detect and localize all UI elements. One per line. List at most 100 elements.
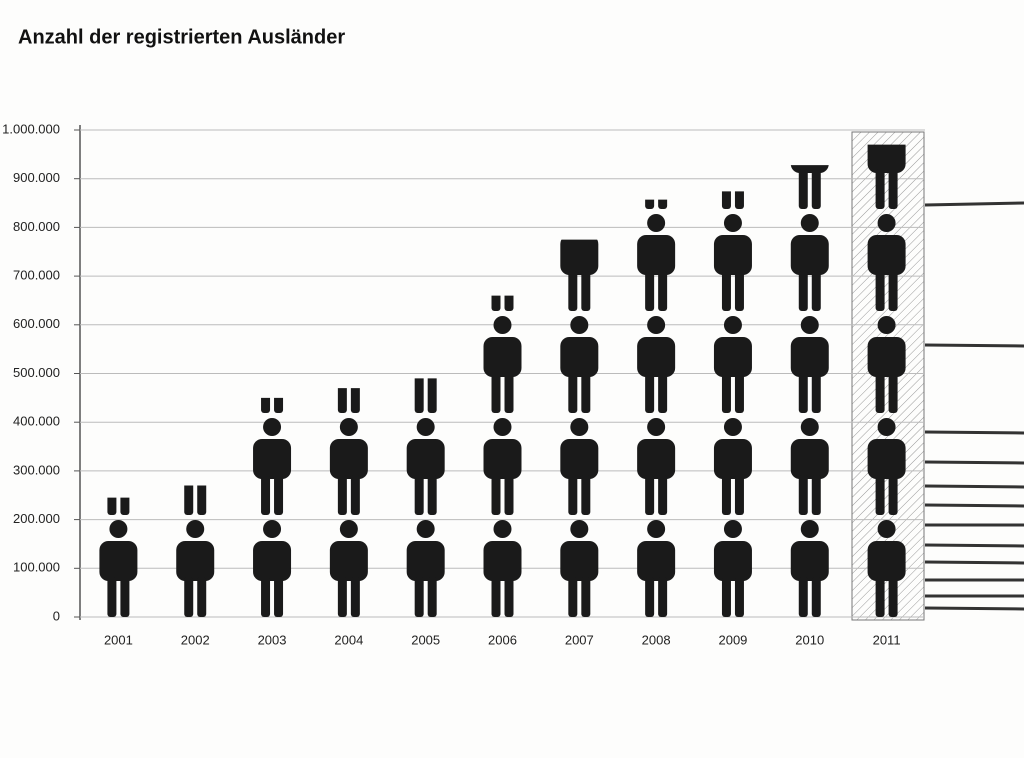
person-head [339, 418, 358, 436]
person-leg [888, 271, 898, 311]
person-leg [658, 67, 667, 107]
bar [99, 337, 138, 617]
person-body [790, 165, 829, 173]
person-leg [658, 475, 668, 515]
person-leg [875, 577, 885, 617]
person-leg [735, 67, 744, 107]
person-body [791, 31, 829, 71]
person-leg [798, 475, 808, 515]
person-leg [658, 199, 668, 209]
person-leg [645, 475, 655, 515]
person-body [99, 337, 137, 377]
person-body [637, 31, 675, 71]
person-body [867, 144, 906, 173]
person-body [867, 235, 906, 275]
person-body [407, 337, 445, 377]
x-tick-label: 2002 [181, 632, 210, 647]
person-leg [107, 497, 117, 515]
person-leg [811, 577, 821, 617]
person-head [800, 520, 819, 538]
person-body [253, 337, 291, 377]
bar [790, 31, 829, 617]
person-body [637, 337, 676, 377]
person-leg [337, 388, 347, 413]
person-leg [568, 373, 578, 413]
bar [483, 112, 522, 617]
person-body [560, 439, 599, 479]
person-leg [645, 271, 655, 311]
person-head [724, 112, 742, 130]
person-head [494, 112, 512, 130]
person-head [570, 520, 589, 538]
person-leg [351, 271, 360, 311]
x-tick-label: 2003 [258, 632, 287, 647]
person-leg [414, 475, 424, 515]
person-head [800, 214, 819, 232]
person-head [723, 316, 742, 334]
person-leg [811, 373, 821, 413]
bar [176, 485, 215, 617]
y-tick-label: 600.000 [13, 316, 60, 331]
person-head [339, 520, 358, 538]
person-leg [658, 373, 668, 413]
bar [253, 337, 292, 617]
person-head [570, 418, 589, 436]
chart-title: Anzahl der registrierten Ausländer [18, 26, 345, 48]
person-body [484, 235, 522, 275]
person-leg [888, 169, 898, 209]
person-head [493, 520, 512, 538]
person-leg [722, 67, 731, 107]
person-leg [734, 191, 744, 209]
person-leg [888, 577, 898, 617]
x-tick-label: 2006 [488, 632, 517, 647]
x-tick-label: 2008 [642, 632, 671, 647]
y-tick-label: 400.000 [13, 414, 60, 429]
person-leg [337, 475, 347, 515]
person-body [790, 235, 829, 275]
person-leg [414, 378, 424, 413]
person-head [417, 214, 435, 232]
person-leg [889, 67, 898, 107]
x-tick-label: 2001 [104, 632, 133, 647]
person-body [560, 133, 598, 173]
person-head [647, 316, 666, 334]
person-leg [811, 475, 821, 515]
person-leg [491, 295, 501, 311]
person-leg [350, 475, 360, 515]
y-tick-label: 500.000 [13, 365, 60, 380]
person-head [724, 10, 742, 28]
person-leg [875, 475, 885, 515]
person-body [253, 541, 292, 581]
person-leg [120, 497, 130, 515]
person-head [263, 418, 282, 436]
person-leg [734, 577, 744, 617]
person-head [494, 214, 512, 232]
person-body [99, 541, 138, 581]
person-leg [504, 475, 514, 515]
person-leg [734, 271, 744, 311]
person-leg [504, 577, 514, 617]
person-leg [491, 373, 501, 413]
person-head [877, 316, 896, 334]
person-leg [734, 475, 744, 515]
person-leg [197, 485, 207, 515]
person-body [867, 439, 906, 479]
x-tick-label: 2007 [565, 632, 594, 647]
person-body [713, 439, 752, 479]
person-leg [798, 169, 808, 209]
person-head [800, 316, 819, 334]
person-body [484, 133, 522, 173]
person-head [647, 214, 666, 232]
person-body [406, 439, 445, 479]
x-tick-label: 2004 [334, 632, 363, 647]
person-leg [645, 373, 655, 413]
person-leg [184, 577, 194, 617]
person-leg [338, 271, 347, 311]
y-tick-label: 0 [53, 608, 60, 623]
person-head [878, 112, 896, 130]
person-leg [875, 373, 885, 413]
person-head [186, 520, 205, 538]
person-body [713, 235, 752, 275]
person-leg [811, 169, 821, 209]
